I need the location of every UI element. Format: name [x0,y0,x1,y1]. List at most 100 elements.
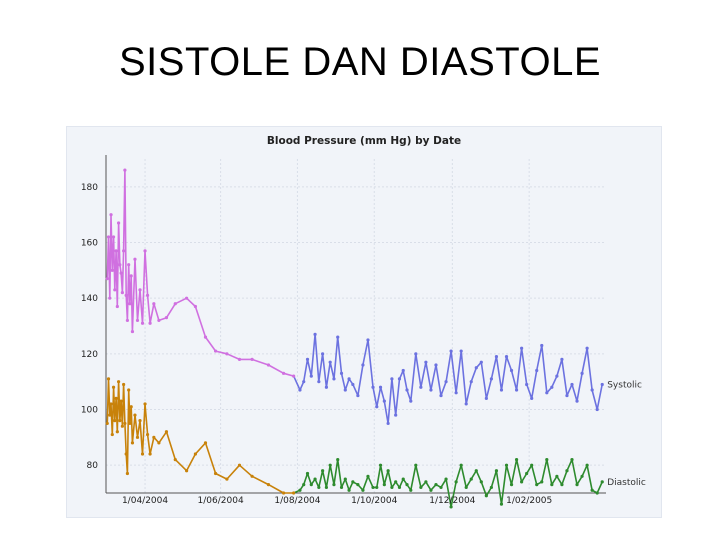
diastolic-point [366,474,370,478]
diastolic-point [321,469,325,473]
systolic-point [401,368,405,373]
diastolic-point [119,399,123,403]
diastolic-point [152,435,156,439]
diastolic-point [386,469,390,473]
systolic-point [351,382,355,387]
y-tick-label: 120 [81,350,98,360]
diastolic-point [332,483,336,487]
systolic-point [164,316,169,320]
diastolic-point [419,485,423,490]
diastolic-point [173,458,177,462]
diastolic-point [125,471,130,476]
systolic-point [371,385,375,389]
diastolic-point [305,471,310,476]
systolic-point [119,271,123,275]
diastolic-point [351,480,355,484]
systolic-point [434,363,438,367]
systolic-point [281,371,286,375]
systolic-point [520,346,524,350]
chart-frame: Blood Pressure (mm Hg) by Date 80 100 120 14… [66,126,662,518]
systolic-point [213,349,218,353]
diastolic-point [550,483,554,487]
systolic-point [560,357,564,361]
systolic-point [454,391,458,395]
diastolic-point [130,441,135,445]
systolic-point [414,352,418,356]
diastolic-point [113,419,117,423]
diastolic-point [157,441,161,445]
systolic-point [444,380,448,384]
systolic-point [125,318,130,323]
blood-pressure-chart: Blood Pressure (mm Hg) by Date 80 100 120 14… [81,135,646,509]
systolic-point [390,377,394,381]
diastolic-point [328,463,332,467]
diastolic-point [424,480,428,484]
systolic-point [484,396,488,400]
diastolic-point [499,502,504,506]
diastolic-line-late [293,458,603,508]
systolic-point [111,235,116,239]
diastolic-point [114,396,118,400]
systolic-point [530,396,534,400]
diastolic-point [105,421,109,426]
systolic-point [409,399,413,403]
systolic-point [152,302,156,306]
diastolic-point [225,477,229,481]
systolic-point [339,371,344,375]
diastolic-point [459,463,463,467]
systolic-point [464,402,468,406]
diastolic-point [336,458,340,462]
diastolic-point [600,480,604,484]
diastolic-point [193,452,198,456]
diastolic-point [361,488,365,492]
systolic-point [397,377,402,381]
diastolic-point [135,435,140,439]
diastolic-point [356,483,360,487]
systolic-point [429,388,433,392]
systolic-point [336,335,340,339]
systolic-point [555,374,559,378]
systolic-point [419,385,423,389]
diastolic-point [375,485,379,490]
systolic-point [424,360,428,364]
diastolic-point [397,485,402,490]
systolic-point [128,302,132,306]
diastolic-point [520,480,524,484]
systolic-point [459,349,463,353]
diastolic-point [590,488,594,492]
diastolic-point [464,485,468,490]
diastolic-point [116,380,121,384]
systolic-point [148,321,152,325]
diastolic-point [474,469,478,473]
systolic-point [382,399,386,403]
diastolic-line-early [106,378,294,494]
systolic-point [366,338,370,342]
diastolic-point [382,483,386,487]
chart-title: Blood Pressure (mm Hg) by Date [267,135,461,147]
diastolic-point [324,485,329,490]
diastolic-point [555,474,559,478]
systolic-point [550,385,554,389]
diastolic-point [106,377,111,381]
diastolic-point [560,483,564,487]
diastolic-point [409,488,413,492]
slide-title: SISTOLE DAN DIASTOLE [118,40,601,84]
systolic-point [378,385,383,389]
diastolic-point [405,483,409,487]
diastolic-point [444,477,448,481]
systolic-point [449,349,453,353]
diastolic-point [378,463,383,467]
systolic-point [106,235,111,239]
systolic-point [580,371,584,375]
diastolic-point [148,452,152,456]
diastolic-point [213,471,218,476]
diastolic-point [469,477,473,481]
diastolic-point [140,452,145,456]
systolic-point [540,343,544,348]
diastolic-point [343,477,347,481]
systolic-point [361,363,365,367]
systolic-point [469,380,473,384]
systolic-point [133,257,137,261]
axes [105,155,606,494]
diastolic-point [540,480,544,484]
